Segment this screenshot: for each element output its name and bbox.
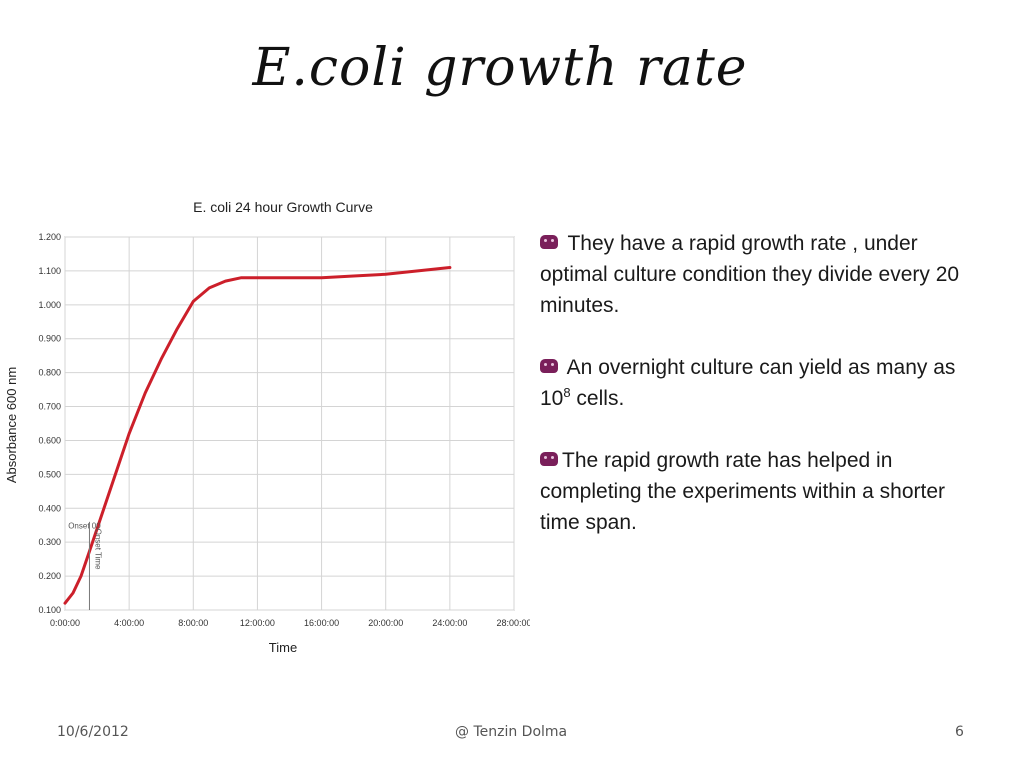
x-tick-label: 12:00:00 <box>240 618 275 628</box>
onset-annotation: Onset 00 <box>68 522 101 531</box>
x-tick-label: 4:00:00 <box>114 618 144 628</box>
bullet-text-end: cells. <box>570 387 625 410</box>
bullet-item-growth-rate: They have a rapid growth rate , under op… <box>540 228 990 321</box>
chart-title: E. coli 24 hour Growth Curve <box>193 199 373 215</box>
onset-time-annotation: Onset Time <box>93 529 102 570</box>
y-tick-label: 0.400 <box>38 503 61 513</box>
series-layer <box>63 266 452 605</box>
plot-area <box>64 236 515 611</box>
bullet-icon <box>540 452 558 466</box>
x-axis-label: Time <box>269 640 297 655</box>
x-tick-label: 24:00:00 <box>432 618 467 628</box>
growth-curve-line <box>63 266 452 605</box>
y-tick-label: 0.700 <box>38 402 61 412</box>
footer-date: 10/6/2012 <box>57 724 129 740</box>
y-tick-label: 0.600 <box>38 435 61 445</box>
footer-author: @ Tenzin Dolma <box>455 724 568 740</box>
grid-lines <box>64 236 515 611</box>
y-tick-label: 0.900 <box>38 334 61 344</box>
bullet-list: They have a rapid growth rate , under op… <box>540 228 990 569</box>
x-tick-label: 28:00:00 <box>496 618 530 628</box>
x-tick-label: 20:00:00 <box>368 618 403 628</box>
chart-svg: E. coli 24 hour Growth Curve 0:00:00 4:00… <box>4 199 532 655</box>
x-tick-label: 8:00:00 <box>178 618 208 628</box>
x-tick-label: 0:00:00 <box>50 618 80 628</box>
slide-title: E.coli growth rate <box>252 38 748 98</box>
x-tick-label: 16:00:00 <box>304 618 339 628</box>
growth-curve-chart: E. coli 24 hour Growth Curve 0:00:00 4:00… <box>0 180 532 670</box>
y-tick-label: 1.200 <box>38 232 61 242</box>
exponent: 8 <box>563 385 571 400</box>
y-tick-label: 1.000 <box>38 300 61 310</box>
footer-page-number: 6 <box>955 724 964 740</box>
y-axis-label: Absorbance 600 nm <box>4 367 19 483</box>
bullet-text: They have a rapid growth rate , under op… <box>540 232 960 317</box>
y-tick-label: 0.200 <box>38 571 61 581</box>
y-tick-label: 0.100 <box>38 605 61 615</box>
y-tick-label: 0.800 <box>38 368 61 378</box>
bullet-icon <box>540 235 558 249</box>
bullet-item-experiments: The rapid growth rate has helped in comp… <box>540 445 990 538</box>
bullet-item-overnight-culture: An overnight culture can yield as many a… <box>540 352 990 414</box>
bullet-text: The rapid growth rate has helped in comp… <box>540 449 946 534</box>
bullet-text: An overnight culture can yield as many a… <box>540 356 956 410</box>
y-tick-label: 0.500 <box>38 469 61 479</box>
tick-labels: 0:00:00 4:00:00 8:00:00 12:00:00 16:00:00 20:… <box>38 232 531 628</box>
y-tick-label: 1.100 <box>38 266 61 276</box>
y-tick-label: 0.300 <box>38 537 61 547</box>
bullet-icon <box>540 359 558 373</box>
